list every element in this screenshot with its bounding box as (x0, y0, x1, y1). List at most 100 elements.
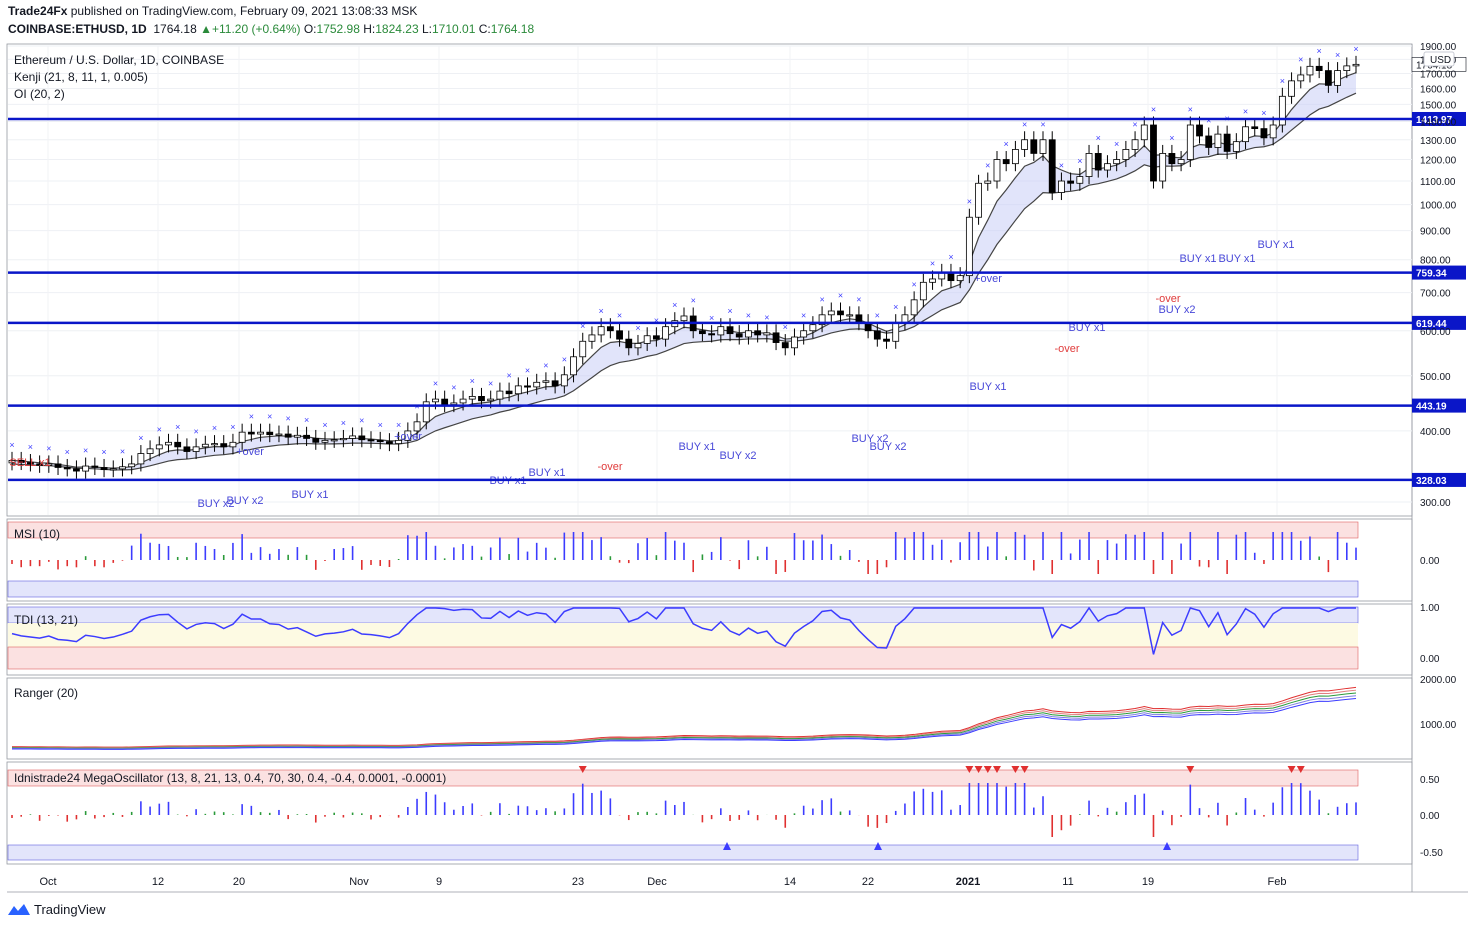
candle-body (303, 434, 310, 439)
candle-body (818, 314, 826, 326)
signal-label: BUY x2 (869, 441, 906, 453)
parabolic-marker: × (65, 447, 70, 457)
candle-body (284, 433, 292, 438)
candle-body (827, 310, 835, 316)
parabolic-marker: × (1169, 133, 1174, 143)
parabolic-marker: × (875, 310, 880, 320)
candle-body (1076, 176, 1084, 184)
parabolic-marker: × (341, 418, 346, 428)
candle-body (1131, 139, 1139, 150)
candle-body (238, 431, 246, 443)
parabolic-marker: × (709, 313, 714, 323)
parabolic-marker: × (783, 322, 788, 332)
price-tick-label: 1600.00 (1420, 84, 1457, 95)
candle-body (1232, 141, 1240, 152)
parabolic-marker: × (506, 371, 511, 381)
candle-body (570, 356, 577, 376)
mega-buy-triangle (1163, 842, 1171, 850)
candle-body (533, 381, 541, 388)
time-tick-label: Oct (39, 876, 56, 888)
parabolic-marker: × (856, 294, 861, 304)
price-tick-label: 1400.00 (1420, 117, 1457, 128)
candle-body (791, 336, 798, 349)
candle-body (1288, 80, 1295, 97)
candle-body (606, 326, 614, 332)
parabolic-marker: × (672, 300, 677, 310)
level-price-label: 1413.97 (1416, 115, 1453, 126)
candle-body (1168, 153, 1176, 165)
candle-body (505, 390, 513, 395)
candle-body (634, 343, 642, 349)
candle-body (1085, 153, 1093, 177)
candle-body (1223, 133, 1231, 152)
signal-label: BUY x1 (1179, 253, 1216, 265)
candle-body (708, 333, 716, 336)
signal-label: BUY x2 (197, 498, 234, 510)
candle-body (450, 402, 458, 405)
time-tick-label: Feb (1268, 876, 1287, 888)
candle-body (1334, 70, 1341, 86)
price-tick-label: 1000.00 (1420, 201, 1457, 212)
mega-sell-triangle (974, 766, 983, 773)
candle-body (1104, 163, 1111, 171)
parabolic-marker: × (1261, 108, 1266, 118)
signal-label: BUY x2 (719, 450, 756, 462)
high-label: H: (363, 22, 376, 36)
candle-body (560, 374, 568, 387)
candle-body (597, 326, 605, 336)
parabolic-marker: × (175, 422, 180, 432)
tradingview-logo[interactable]: TradingView (8, 902, 106, 917)
parabolic-marker: × (396, 420, 401, 430)
signal-label: -over (1054, 343, 1079, 355)
parabolic-marker: × (488, 379, 493, 389)
publish-header: Trade24Fx published on TradingView.com, … (8, 4, 417, 18)
tdi-upper-zone (7, 606, 1359, 624)
price-tick-label: 300.00 (1420, 498, 1451, 509)
ranger-line-0 (11, 686, 1357, 748)
candle-body (1177, 159, 1185, 165)
parabolic-marker: × (120, 446, 125, 456)
tdi-tick-label: 0.00 (1420, 654, 1440, 665)
candle-body (358, 435, 366, 441)
mega-lower-zone (7, 844, 1359, 861)
ranger-tick-label: 2000.00 (1420, 675, 1457, 686)
price-change: +11.20 (+0.64%) (211, 22, 301, 36)
parabolic-marker: × (1243, 106, 1248, 116)
candle-body (496, 390, 504, 400)
time-tick-label: 23 (572, 876, 584, 888)
candle-body (146, 448, 154, 454)
candle-body (1214, 133, 1222, 148)
price-tick-label: 1900.00 (1420, 42, 1457, 53)
candle-body (54, 463, 62, 468)
parabolic-marker: × (433, 379, 438, 389)
candle-body (1140, 124, 1148, 141)
candle-body (1048, 139, 1056, 193)
parabolic-marker: × (543, 360, 548, 370)
candle-body (652, 335, 660, 340)
signal-label: BUY x1 (1218, 253, 1255, 265)
mega-tick-label: 0.00 (1420, 811, 1440, 822)
candle-body (137, 453, 145, 465)
parabolic-marker: × (1206, 115, 1211, 125)
ranger-line-3 (11, 695, 1357, 750)
candle-body (965, 216, 973, 277)
publisher[interactable]: Trade24Fx (8, 4, 68, 18)
candle-body (873, 330, 881, 340)
parabolic-marker: × (764, 312, 769, 322)
candle-body (183, 446, 191, 452)
candle-body (367, 439, 375, 442)
level-price-box (1412, 265, 1466, 280)
candle-body (984, 180, 992, 184)
tdi-tick-label: 1.00 (1420, 603, 1440, 614)
level-price-box (1412, 315, 1466, 330)
price-tick-label: 1200.00 (1420, 156, 1457, 167)
candle-body (1011, 149, 1019, 165)
candle-body (100, 467, 108, 471)
candle-body (579, 340, 587, 358)
parabolic-marker: × (727, 306, 732, 316)
parabolic-marker: × (525, 365, 530, 375)
candle-body (312, 438, 320, 443)
parabolic-marker: × (1188, 104, 1193, 114)
candle-body (478, 396, 485, 402)
